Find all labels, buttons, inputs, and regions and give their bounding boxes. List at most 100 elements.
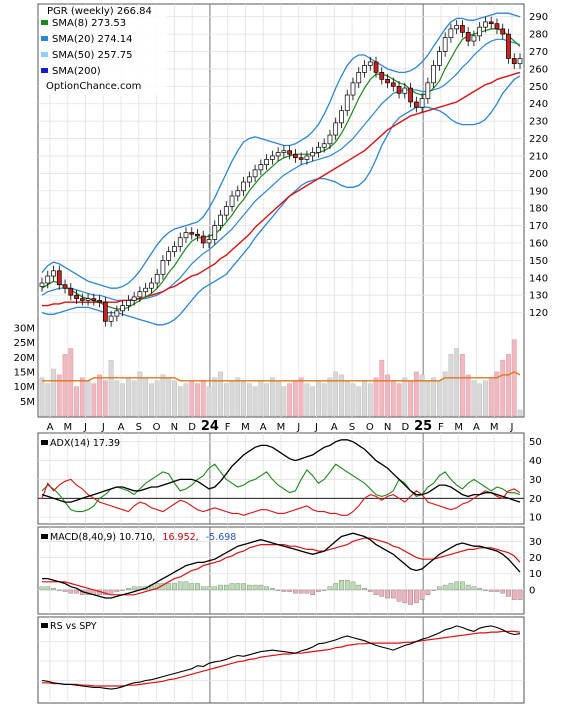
volume-bar — [177, 386, 183, 417]
candle-body — [419, 98, 425, 108]
candle-body — [102, 301, 108, 322]
volume-bar — [373, 377, 379, 417]
volume-bar — [102, 380, 108, 417]
candle-body — [269, 155, 275, 160]
candle-body — [460, 25, 465, 33]
x-tick-label: M — [454, 422, 463, 433]
macd-histogram-bar — [494, 589, 500, 592]
volume-bar — [160, 374, 166, 417]
macd-histogram-bar — [316, 589, 321, 592]
macd-histogram-bar — [390, 589, 396, 599]
volume-bar — [125, 377, 131, 417]
watermark: OptionChance.com — [46, 81, 141, 92]
price-tick-label: 280 — [529, 30, 548, 41]
price-tick-label: 150 — [529, 256, 548, 267]
volume-bar — [79, 377, 85, 417]
x-tick-label: F — [438, 422, 444, 433]
candle-body — [396, 85, 402, 94]
volume-bar — [477, 383, 483, 417]
candle-body — [200, 235, 206, 244]
price-tick-label: 170 — [529, 221, 548, 232]
x-tick-label: 24 — [201, 419, 219, 434]
macd-histogram-bar — [396, 589, 402, 602]
volume-bar — [85, 380, 91, 417]
volume-tick-label: 30M — [14, 323, 35, 334]
x-tick-label: O — [366, 422, 374, 433]
macd-histogram-bar — [362, 588, 367, 591]
candle-body — [379, 72, 385, 80]
candle-body — [494, 23, 500, 30]
volume-bar — [212, 377, 218, 417]
candle-body — [367, 61, 373, 66]
macd-histogram-bar — [379, 589, 385, 597]
macd-tick-label: 30 — [529, 537, 542, 548]
adx-label-text: ADX(14) 17.39 — [50, 438, 120, 449]
volume-bar — [310, 386, 316, 417]
candle-body — [356, 72, 362, 84]
candle-body — [218, 214, 223, 226]
macd-histogram-bar — [229, 583, 235, 591]
x-tick-label: N — [171, 422, 178, 433]
volume-bar — [454, 348, 460, 417]
macd-histogram-bar — [281, 589, 287, 592]
x-tick-label: A — [118, 422, 125, 433]
candle-body — [160, 260, 166, 275]
candle-body — [448, 28, 454, 38]
macd-histogram-bar — [477, 588, 483, 591]
x-tick-label: 25 — [414, 419, 432, 434]
rs-line — [41, 625, 521, 690]
volume-bar — [350, 383, 356, 417]
rs-label-text: RS vs SPY — [50, 621, 97, 632]
price-tick-label: 230 — [529, 117, 548, 128]
macd-histogram-bar — [218, 584, 223, 591]
volume-bar — [488, 377, 494, 417]
macd-histogram-bar — [321, 589, 327, 591]
volume-bar — [246, 383, 252, 417]
macd-tick-label: 20 — [529, 553, 542, 564]
x-tick-label: A — [473, 422, 480, 433]
macd-histogram-bar — [367, 589, 373, 592]
candle-body — [137, 291, 143, 298]
candle-body — [425, 82, 431, 99]
macd-histogram-bar — [460, 581, 465, 591]
x-tick-label: J — [510, 422, 514, 433]
candle-body — [465, 32, 471, 42]
x-tick-label: F — [225, 422, 231, 433]
adx-tick-label: 10 — [529, 513, 542, 524]
volume-bar — [183, 383, 189, 417]
macd-signal-label: 16.952, — [162, 532, 198, 543]
macd-histogram-bar — [126, 588, 131, 591]
candle-body — [275, 152, 281, 157]
candle-body — [212, 225, 218, 240]
volume-tick-label: 20M — [14, 353, 35, 364]
macd-histogram-bar — [310, 589, 316, 596]
bollinger-lower-line — [41, 75, 521, 326]
volume-bar — [264, 383, 270, 417]
candle-body — [310, 152, 316, 157]
macd-histogram-bar — [252, 584, 258, 591]
volume-bar — [91, 383, 97, 417]
candle-body — [56, 270, 62, 286]
candle-body — [298, 157, 304, 160]
volume-bar — [442, 371, 448, 417]
volume-bar — [45, 383, 51, 417]
price-tick-label: 120 — [529, 308, 548, 319]
candle-body — [413, 101, 419, 108]
volume-bar — [258, 380, 264, 417]
candle-body — [108, 315, 114, 322]
macd-histogram-bar — [385, 589, 390, 599]
macd-histogram-bar — [270, 588, 275, 591]
candle-body — [264, 159, 269, 165]
volume-bar — [120, 383, 126, 417]
x-tick-label: A — [47, 422, 54, 433]
candle-body — [126, 300, 131, 306]
macd-histogram-bar — [506, 589, 511, 597]
candle-body — [149, 282, 154, 289]
volume-bar — [408, 380, 413, 417]
macd-histogram-bar — [442, 584, 448, 591]
macd-histogram-bar — [258, 584, 264, 591]
macd-histogram-bar — [517, 589, 523, 600]
x-tick-label: A — [331, 422, 338, 433]
volume-bar — [465, 374, 471, 417]
macd-tick-label: 10 — [529, 569, 542, 580]
